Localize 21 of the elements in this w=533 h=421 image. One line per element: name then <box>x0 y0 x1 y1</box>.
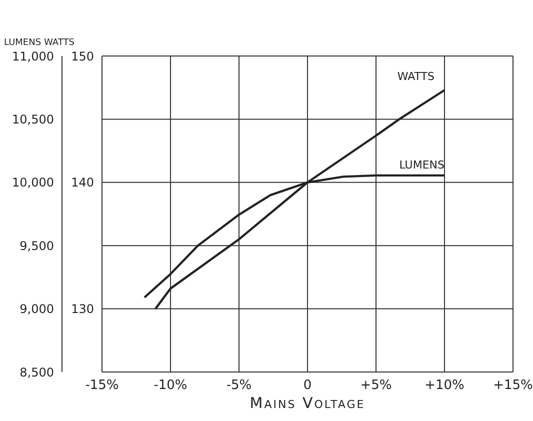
y-tick-label: 10,500 <box>12 112 54 126</box>
y-tick-label: 9,500 <box>20 238 54 253</box>
series-label: LUMENS <box>399 158 445 172</box>
x-tick-label: +5% <box>360 378 392 394</box>
y-tick-label: 8,500 <box>20 365 54 380</box>
y2-tick-label: 140 <box>71 176 94 190</box>
x-tick-label: +10% <box>424 378 464 394</box>
y2-axis-title: WATTS <box>44 38 74 48</box>
x-tick-label: -5% <box>226 378 252 394</box>
x-tick-label: 0 <box>303 378 312 394</box>
x-tick-label: -10% <box>154 378 188 394</box>
x-tick-label: +15% <box>493 378 533 394</box>
x-axis-title: Mains Voltage <box>248 394 366 412</box>
series-label: WATTS <box>397 70 435 84</box>
y-axis-title: LUMENS <box>4 38 42 48</box>
y2-tick-label: 150 <box>71 49 94 64</box>
y-tick-label: 10,000 <box>12 176 54 190</box>
y2-tick-label: 130 <box>71 302 94 316</box>
y-tick-label: 11,000 <box>12 49 54 64</box>
x-tick-label: -15% <box>85 378 119 394</box>
y-tick-label: 9,000 <box>20 302 54 316</box>
